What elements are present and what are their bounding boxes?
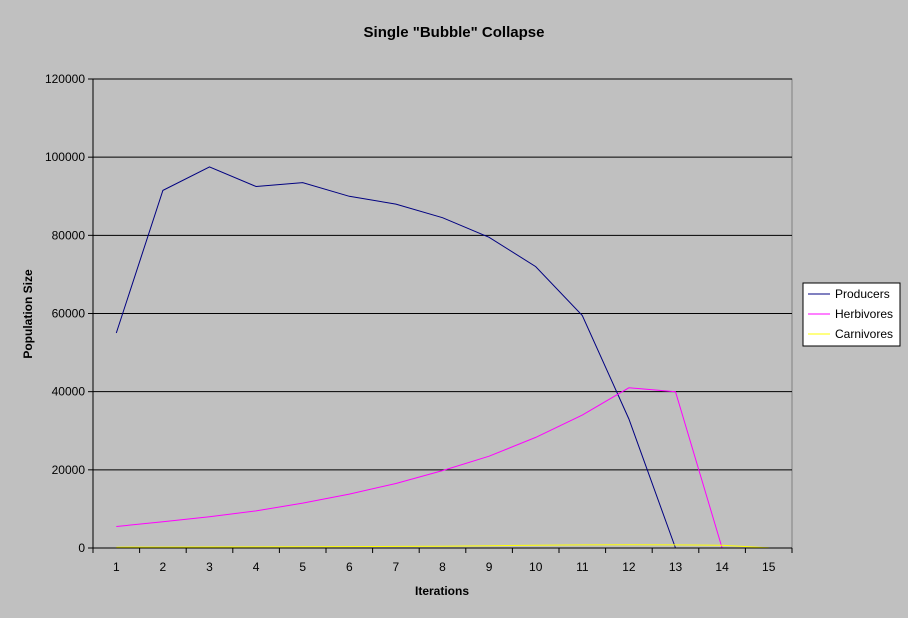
x-tick-label: 12 [622,560,636,574]
y-tick-label: 80000 [52,228,86,242]
legend: Producers Herbivores Carnivores [802,282,901,347]
series-line-producers [115,166,676,549]
y-tick-label: 60000 [52,307,86,321]
y-tick-label: 120000 [45,72,85,86]
x-tick-label: 9 [486,560,493,574]
y-axis-ticks: 0 20000 40000 60000 80000 100000 120000 [45,72,93,555]
series-line-carnivores [116,544,769,549]
x-tick-label: 4 [253,560,260,574]
x-tick-label: 11 [576,560,589,574]
x-tick-label: 5 [299,560,306,574]
x-tick-label: 7 [393,560,400,574]
x-tick-label: 6 [346,560,353,574]
x-tick-label: 14 [715,560,729,574]
x-axis-title: Iterations [415,584,469,598]
x-tick-label: 15 [762,560,776,574]
y-tick-label: 100000 [45,150,85,164]
y-tick-label: 20000 [52,463,86,477]
x-tick-label: 2 [160,560,167,574]
series-line-herbivores [116,387,723,549]
x-tick-label: 8 [439,560,446,574]
y-tick-label: 0 [78,541,85,555]
x-tick-label: 3 [206,560,213,574]
legend-label-producers: Producers [835,287,890,301]
y-tick-label: 40000 [52,385,86,399]
x-tick-label: 13 [669,560,683,574]
chart-title: Single "Bubble" Collapse [364,24,545,41]
x-tick-label: 1 [113,560,120,574]
series-lines [115,166,769,549]
x-axis-ticks: 1 2 3 4 5 6 7 8 9 10 11 12 13 14 15 [92,548,793,574]
x-tick-label: 10 [529,560,543,574]
y-axis-title: Population Size [21,269,35,359]
legend-label-herbivores: Herbivores [835,307,893,321]
legend-label-carnivores: Carnivores [835,327,893,341]
